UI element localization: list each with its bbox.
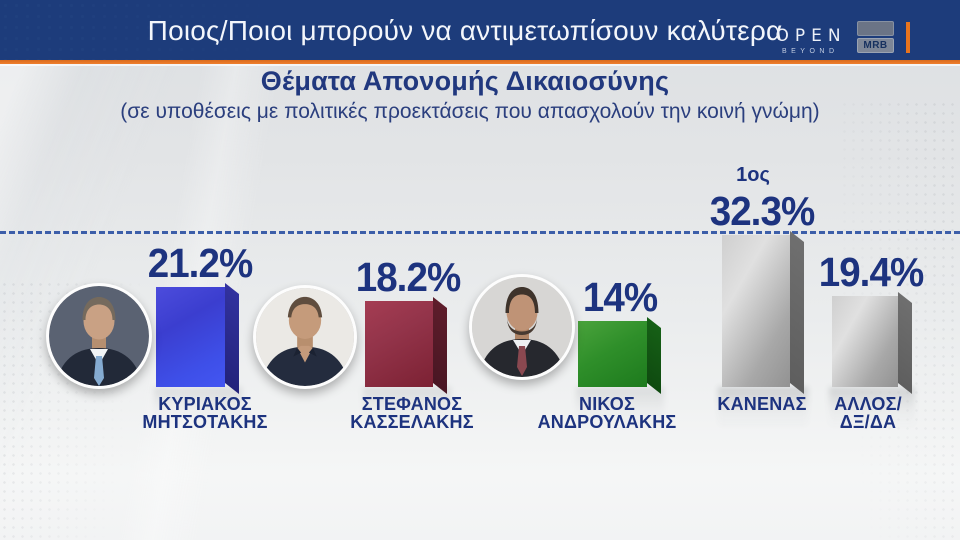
bar-front xyxy=(156,287,225,387)
avatar-graphic xyxy=(472,277,572,377)
bar-front xyxy=(578,321,647,387)
percent-label: 14% xyxy=(582,274,658,321)
bar-side xyxy=(433,297,447,394)
header-dot-texture xyxy=(0,0,340,60)
header-bar: Ποιος/Ποιοι μπορούν να αντιμετωπίσουν κα… xyxy=(0,0,960,60)
dashed-leader-line xyxy=(0,231,960,234)
bar-front xyxy=(722,235,790,387)
candidate-name-androulakis: ΝΙΚΟΣ ΑΝΔΡΟΥΛΑΚΗΣ xyxy=(497,394,717,432)
percent-label: 32.3% xyxy=(709,187,816,234)
page-title: Ποιος/Ποιοι μπορούν να αντιμετωπίσουν κα… xyxy=(147,15,783,46)
avatar-graphic xyxy=(256,288,354,386)
name-line: ΚΑΝΕΝΑΣ xyxy=(717,394,807,414)
category-label-allos-dxda: ΑΛΛΟΣ/ ΔΞ/ΔΑ xyxy=(758,394,960,432)
name-line: ΚΥΡΙΑΚΟΣ xyxy=(158,394,252,414)
candidate-name-kasselakis: ΣΤΕΦΑΝΟΣ ΚΑΣΣΕΛΑΚΗΣ xyxy=(302,394,522,432)
name-line: ΑΛΛΟΣ/ xyxy=(834,394,902,414)
name-line: ΣΤΕΦΑΝΟΣ xyxy=(361,394,463,414)
bar-side xyxy=(647,317,661,394)
question-title: Θέματα Απονομής Δικαιοσύνης xyxy=(260,66,670,96)
name-line: ΑΝΔΡΟΥΛΑΚΗΣ xyxy=(537,411,677,432)
percent-label: 19.4% xyxy=(818,248,925,295)
open-logo-text: OPEN xyxy=(775,26,847,46)
photo-stefanos-kasselakis xyxy=(253,285,357,389)
bar-kasselakis xyxy=(365,297,447,394)
mrb-logo-mark xyxy=(857,21,894,36)
bar-allos-dxda xyxy=(832,291,912,394)
photo-nikos-androulakis xyxy=(469,274,575,380)
bar-side xyxy=(898,291,912,394)
rank-badge: 1ος xyxy=(736,164,770,186)
open-logo-subtext: BEYOND xyxy=(781,48,839,55)
name-line: ΚΑΣΣΕΛΑΚΗΣ xyxy=(350,411,474,432)
orange-accent-tick xyxy=(906,22,910,53)
divider-highlight xyxy=(0,64,960,66)
bar-front xyxy=(832,295,898,387)
bar-kanenas xyxy=(722,231,804,394)
category-label-kanenas: ΚΑΝΕΝΑΣ xyxy=(652,394,872,414)
mrb-logo: MRB xyxy=(857,21,894,53)
question-subtitle: (σε υποθέσεις με πολιτικές προεκτάσεις π… xyxy=(120,100,820,123)
bar-androulakis xyxy=(578,317,661,394)
candidate-name-mitsotakis: ΚΥΡΙΑΚΟΣ ΜΗΤΣΟΤΑΚΗΣ xyxy=(95,394,315,432)
avatar-graphic xyxy=(49,286,149,386)
percent-label: 21.2% xyxy=(147,240,254,287)
orange-divider xyxy=(0,60,960,64)
name-line: ΝΙΚΟΣ xyxy=(579,394,635,414)
open-tv-logo: OPEN BEYOND xyxy=(768,26,848,55)
name-line: ΜΗΤΣΟΤΑΚΗΣ xyxy=(142,411,268,432)
name-line: ΔΞ/ΔΑ xyxy=(839,411,897,432)
bar-mitsotakis xyxy=(156,283,239,394)
bar-side xyxy=(225,283,239,394)
mrb-logo-text: MRB xyxy=(857,38,894,53)
bar-front xyxy=(365,301,433,387)
percent-label: 18.2% xyxy=(355,254,462,301)
photo-kyriakos-mitsotakis xyxy=(46,283,152,389)
